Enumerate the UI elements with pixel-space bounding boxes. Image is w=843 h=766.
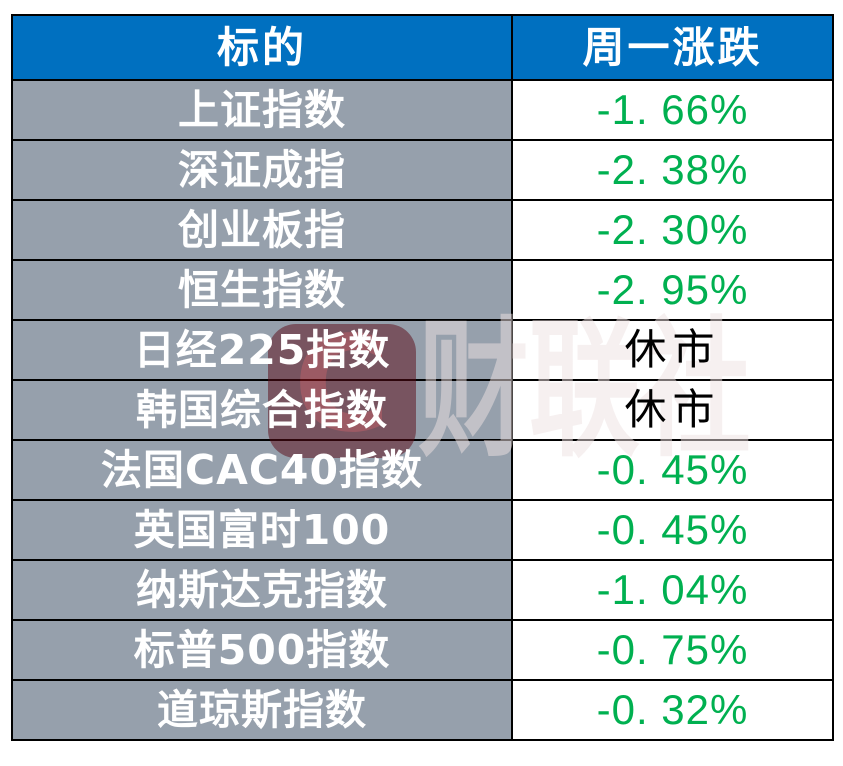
index-name: 深证成指 <box>178 145 346 194</box>
index-name-cell: 纳斯达克指数 <box>13 561 513 619</box>
index-name: 日经225指数 <box>133 325 391 374</box>
change-value-cell: -0. 75% <box>513 621 832 679</box>
change-value: -0. 32% <box>596 686 749 733</box>
column-header-target: 标的 <box>13 16 513 79</box>
index-name-cell: 英国富时100 <box>13 501 513 559</box>
index-name-cell: 道琼斯指数 <box>13 681 513 739</box>
change-value: -2. 38% <box>596 146 749 193</box>
index-name-cell: 法国CAC40指数 <box>13 441 513 499</box>
table-row: 创业板指 -2. 30% <box>13 199 832 259</box>
change-value: -0. 45% <box>596 446 749 493</box>
column-header-monday-change: 周一涨跌 <box>513 16 832 79</box>
index-name: 法国CAC40指数 <box>101 445 423 494</box>
table-row: 日经225指数 休市 <box>13 319 832 379</box>
table-row: 韩国综合指数 休市 <box>13 379 832 439</box>
index-name: 创业板指 <box>178 205 346 254</box>
table-row: 恒生指数 -2. 95% <box>13 259 832 319</box>
market-index-table: 标的 周一涨跌 上证指数 -1. 66% 深证成指 -2. 38% 创业板指 -… <box>11 14 834 741</box>
change-value: 休市 <box>624 385 721 434</box>
change-value-cell: -2. 30% <box>513 201 832 259</box>
column-header-monday-change-label: 周一涨跌 <box>582 22 763 72</box>
table-row: 英国富时100 -0. 45% <box>13 499 832 559</box>
index-name-cell: 恒生指数 <box>13 261 513 319</box>
change-value-cell: -2. 95% <box>513 261 832 319</box>
change-value-cell: -0. 32% <box>513 681 832 739</box>
column-header-target-label: 标的 <box>216 22 307 72</box>
index-name-cell: 日经225指数 <box>13 321 513 379</box>
index-name-cell: 深证成指 <box>13 141 513 199</box>
change-value: 休市 <box>624 325 721 374</box>
change-value-cell: -2. 38% <box>513 141 832 199</box>
index-name: 恒生指数 <box>178 265 346 314</box>
index-name: 上证指数 <box>178 85 346 134</box>
index-name-cell: 上证指数 <box>13 81 513 139</box>
change-value-cell: 休市 <box>513 321 832 379</box>
index-name: 英国富时100 <box>133 505 391 554</box>
index-name: 道琼斯指数 <box>157 685 367 734</box>
change-value-cell: -0. 45% <box>513 441 832 499</box>
table-row: 上证指数 -1. 66% <box>13 79 832 139</box>
index-name-cell: 韩国综合指数 <box>13 381 513 439</box>
change-value: -1. 04% <box>596 566 749 613</box>
change-value: -2. 95% <box>596 266 749 313</box>
table-row: 道琼斯指数 -0. 32% <box>13 679 832 739</box>
change-value: -2. 30% <box>596 206 749 253</box>
table-header-row: 标的 周一涨跌 <box>13 16 832 79</box>
table-row: 纳斯达克指数 -1. 04% <box>13 559 832 619</box>
change-value-cell: -1. 66% <box>513 81 832 139</box>
index-name: 标普500指数 <box>133 625 391 674</box>
table-row: 深证成指 -2. 38% <box>13 139 832 199</box>
change-value: -0. 75% <box>596 626 749 673</box>
change-value: -0. 45% <box>596 506 749 553</box>
index-name: 韩国综合指数 <box>136 385 388 434</box>
change-value-cell: -0. 45% <box>513 501 832 559</box>
table-row: 标普500指数 -0. 75% <box>13 619 832 679</box>
index-name: 纳斯达克指数 <box>136 565 388 614</box>
index-name-cell: 标普500指数 <box>13 621 513 679</box>
change-value-cell: -1. 04% <box>513 561 832 619</box>
change-value: -1. 66% <box>596 86 749 133</box>
change-value-cell: 休市 <box>513 381 832 439</box>
index-name-cell: 创业板指 <box>13 201 513 259</box>
table-row: 法国CAC40指数 -0. 45% <box>13 439 832 499</box>
